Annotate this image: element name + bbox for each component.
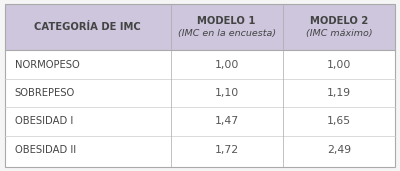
- Text: OBESIDAD II: OBESIDAD II: [14, 145, 76, 155]
- Text: 1,00: 1,00: [327, 60, 351, 70]
- Text: MODELO 1: MODELO 1: [198, 16, 256, 26]
- Text: 1,72: 1,72: [215, 145, 239, 155]
- Bar: [5, 50, 395, 79]
- Text: SOBREPESO: SOBREPESO: [14, 88, 75, 98]
- Bar: [5, 4, 395, 50]
- Text: OBESIDAD I: OBESIDAD I: [14, 116, 73, 126]
- Text: (IMC en la encuesta): (IMC en la encuesta): [178, 29, 276, 38]
- Text: (IMC máximo): (IMC máximo): [306, 29, 372, 38]
- Bar: [5, 107, 395, 136]
- Text: 1,10: 1,10: [215, 88, 239, 98]
- Text: 1,00: 1,00: [214, 60, 239, 70]
- Text: NORMOPESO: NORMOPESO: [14, 60, 79, 70]
- Text: CATEGORÍA DE IMC: CATEGORÍA DE IMC: [34, 22, 141, 32]
- Text: 1,19: 1,19: [327, 88, 351, 98]
- Bar: [5, 136, 395, 164]
- Text: 1,65: 1,65: [327, 116, 351, 126]
- Text: MODELO 2: MODELO 2: [310, 16, 368, 26]
- Text: 1,47: 1,47: [215, 116, 239, 126]
- Bar: [5, 79, 395, 107]
- Text: 2,49: 2,49: [327, 145, 351, 155]
